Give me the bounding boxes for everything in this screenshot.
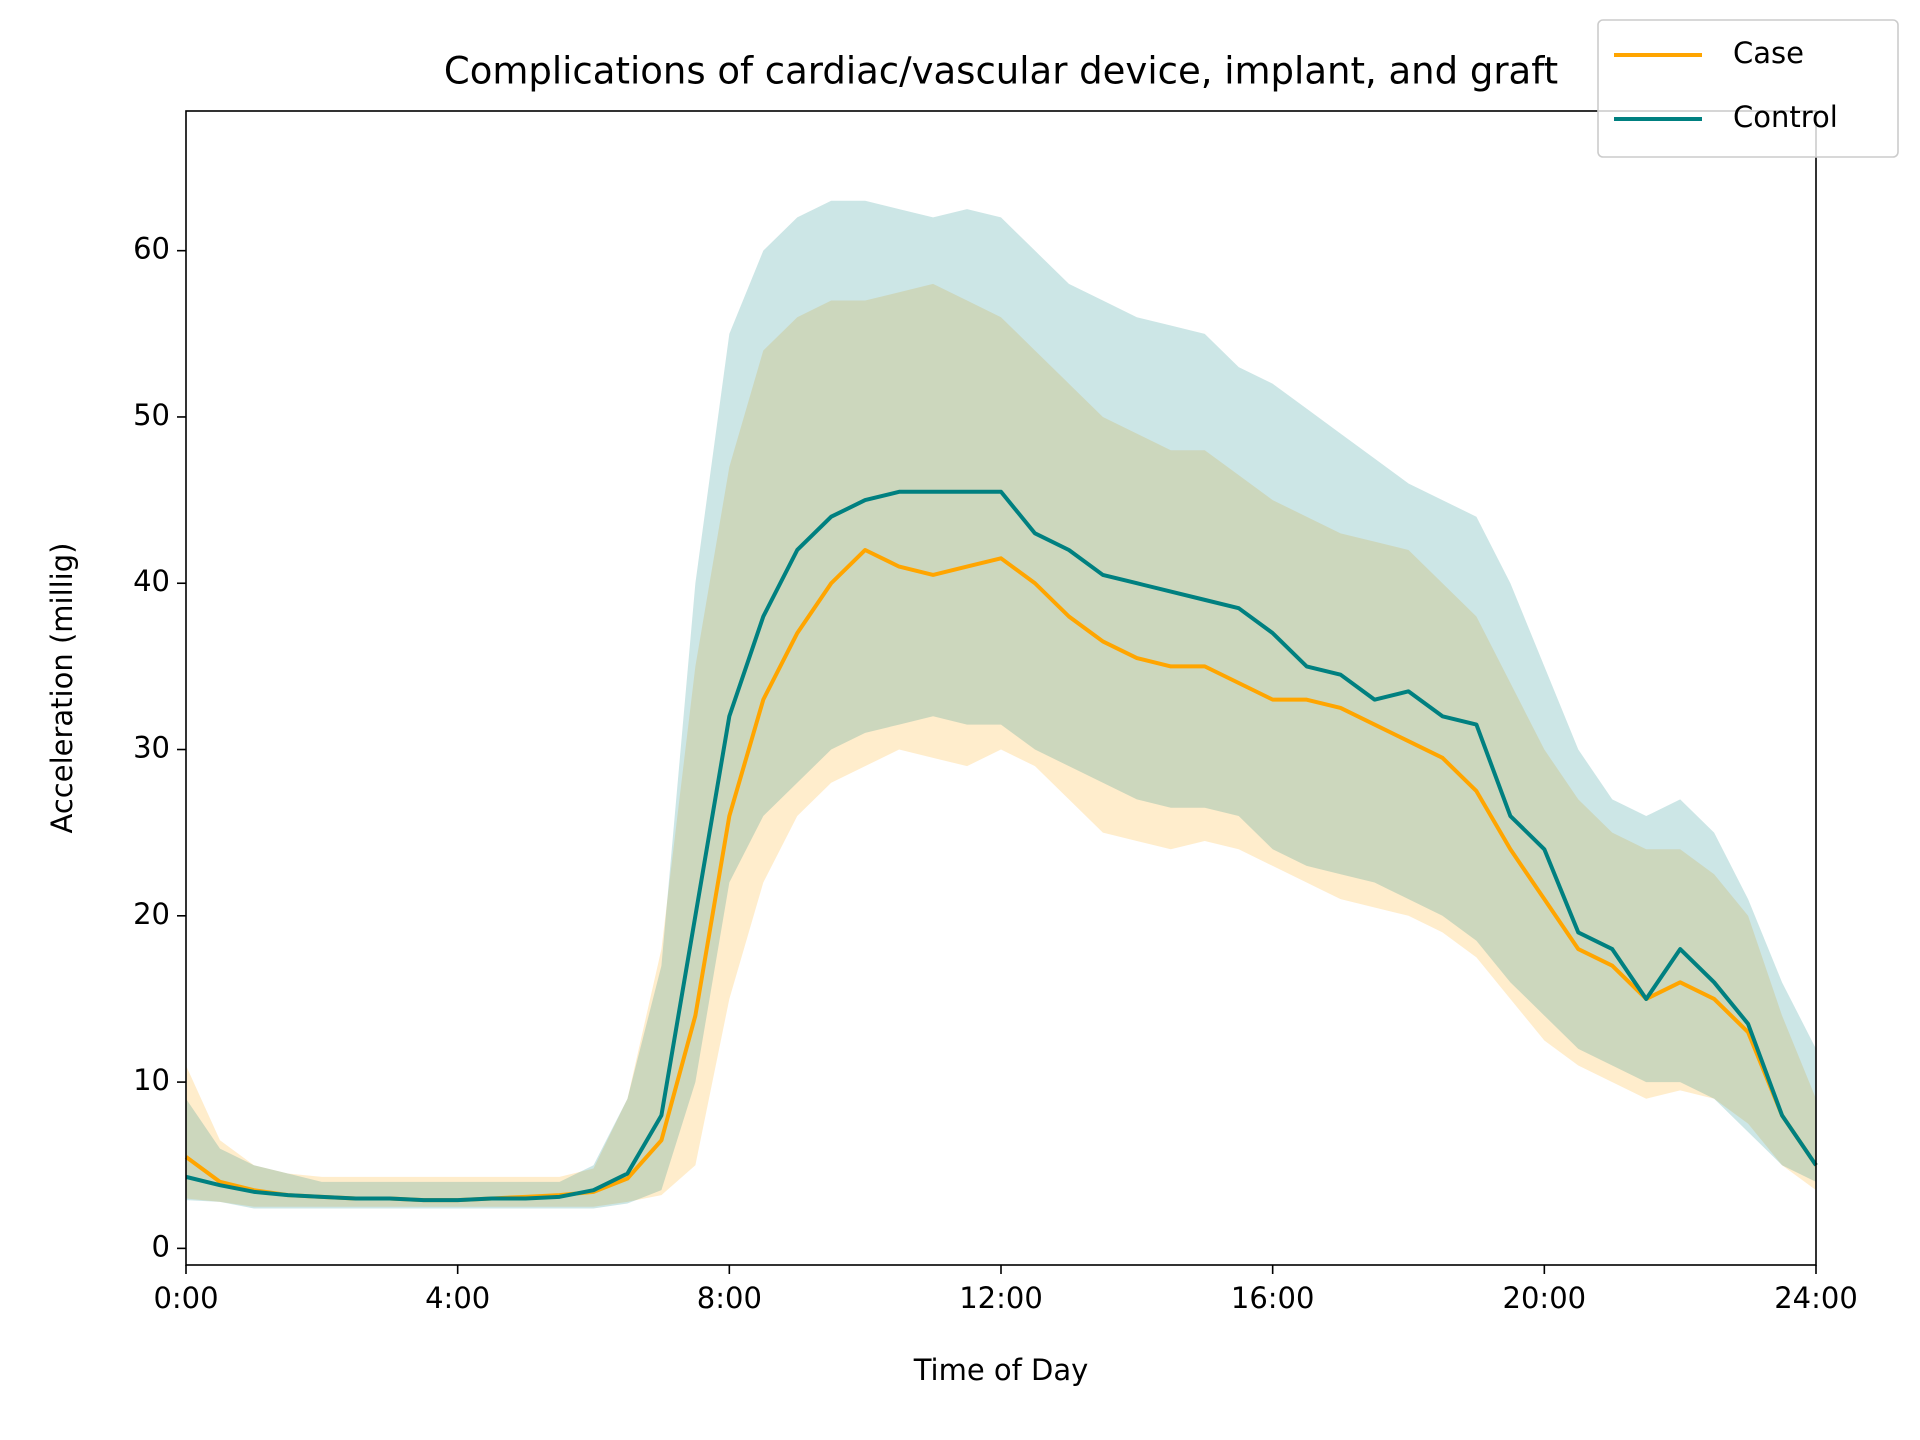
legend-label: Case	[1733, 36, 1804, 70]
x-tick-label: 8:00	[697, 1281, 762, 1315]
x-tick-label: 24:00	[1774, 1281, 1858, 1315]
x-axis-label: Time of Day	[913, 1353, 1089, 1387]
legend-label: Control	[1733, 100, 1838, 134]
series-line	[185, 489, 1818, 1203]
chart-title: Complications of cardiac/vascular device…	[444, 50, 1558, 93]
y-tick-label: 20	[133, 897, 170, 931]
confidence-band	[186, 283, 1816, 1207]
x-tick-label: 20:00	[1503, 1281, 1587, 1315]
y-tick-label: 10	[133, 1063, 170, 1097]
y-tick-label: 60	[133, 232, 170, 266]
legend: Case Control	[1597, 19, 1899, 158]
x-tick-label: 16:00	[1231, 1281, 1315, 1315]
x-tick-label: 4:00	[425, 1281, 490, 1315]
y-tick-label: 0	[152, 1229, 170, 1263]
y-tick-label: 50	[133, 398, 170, 432]
y-tick-label: 30	[133, 731, 170, 765]
x-tick-label: 0:00	[153, 1281, 218, 1315]
y-axis-label: Acceleration (millig)	[45, 543, 79, 834]
y-tick-label: 40	[133, 564, 170, 598]
confidence-band	[186, 200, 1816, 1209]
x-tick-label: 12:00	[959, 1281, 1043, 1315]
